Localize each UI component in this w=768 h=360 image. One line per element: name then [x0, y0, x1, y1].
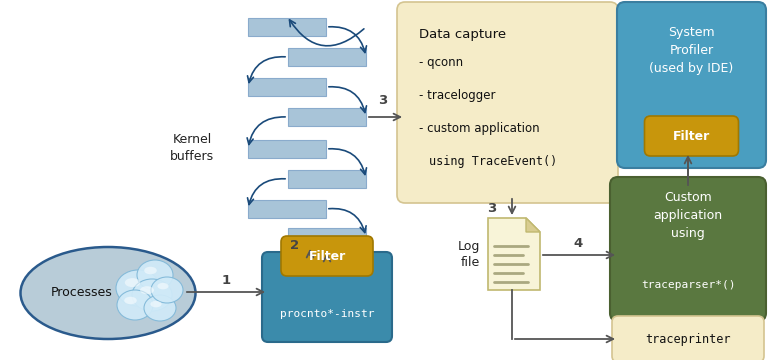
Text: Filter: Filter — [309, 249, 346, 262]
Text: Log
file: Log file — [458, 239, 480, 269]
Text: Custom
application
using: Custom application using — [654, 190, 723, 239]
Bar — [288, 48, 366, 66]
Text: Data capture: Data capture — [419, 28, 506, 41]
Text: - custom application: - custom application — [419, 122, 540, 135]
Ellipse shape — [144, 295, 176, 321]
Ellipse shape — [157, 283, 169, 289]
FancyBboxPatch shape — [262, 252, 392, 342]
Text: System
Profiler
(used by IDE): System Profiler (used by IDE) — [650, 26, 733, 75]
Text: 3: 3 — [379, 94, 388, 107]
Ellipse shape — [124, 278, 141, 287]
Text: traceparser*(): traceparser*() — [641, 280, 735, 290]
Bar — [248, 78, 326, 96]
Bar — [248, 140, 326, 158]
FancyBboxPatch shape — [610, 177, 766, 321]
Polygon shape — [488, 218, 540, 290]
Text: 4: 4 — [574, 237, 583, 249]
Ellipse shape — [140, 286, 154, 294]
Bar — [288, 108, 366, 126]
Ellipse shape — [21, 247, 196, 339]
Text: Processes: Processes — [51, 287, 113, 300]
Bar — [248, 200, 326, 218]
Ellipse shape — [144, 267, 157, 274]
Text: procnto*-instr: procnto*-instr — [280, 309, 374, 319]
Text: 1: 1 — [221, 274, 230, 288]
Text: 2: 2 — [290, 239, 300, 252]
Text: - tracelogger: - tracelogger — [419, 89, 495, 102]
Ellipse shape — [137, 260, 173, 290]
Ellipse shape — [151, 277, 183, 303]
Text: Filter: Filter — [673, 130, 710, 143]
Bar — [248, 18, 326, 36]
FancyBboxPatch shape — [644, 116, 739, 156]
Ellipse shape — [124, 297, 137, 304]
Text: using TraceEvent(): using TraceEvent() — [429, 155, 558, 168]
FancyBboxPatch shape — [617, 2, 766, 168]
Polygon shape — [526, 218, 540, 232]
FancyBboxPatch shape — [397, 2, 618, 203]
FancyBboxPatch shape — [281, 236, 373, 276]
Text: - qconn: - qconn — [419, 56, 463, 69]
Text: traceprinter: traceprinter — [645, 333, 730, 346]
Bar — [288, 170, 366, 188]
FancyBboxPatch shape — [612, 316, 764, 360]
Bar — [288, 228, 366, 246]
Ellipse shape — [116, 270, 160, 306]
Text: Kernel
buffers: Kernel buffers — [170, 133, 214, 163]
Text: 3: 3 — [488, 202, 497, 215]
Ellipse shape — [151, 301, 161, 307]
Ellipse shape — [117, 290, 153, 320]
Ellipse shape — [132, 279, 172, 311]
